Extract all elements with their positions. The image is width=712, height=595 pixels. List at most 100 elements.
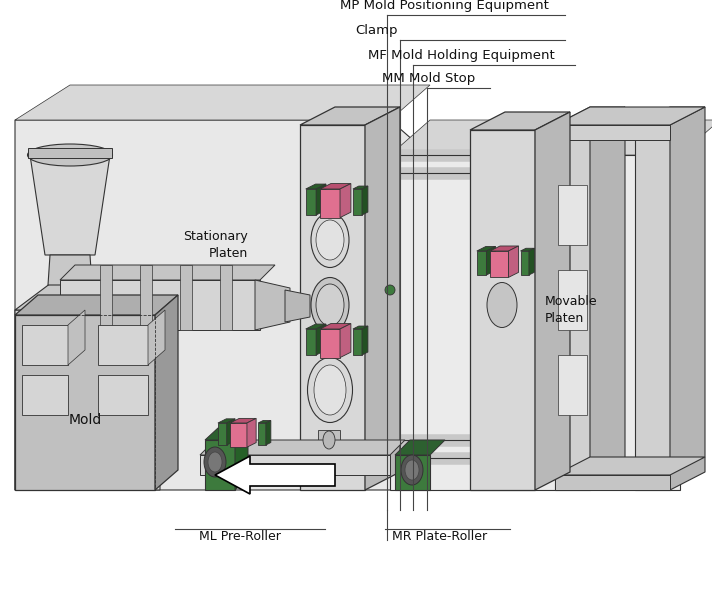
FancyArrow shape	[215, 456, 335, 494]
Polygon shape	[477, 246, 496, 251]
Polygon shape	[390, 120, 712, 155]
Polygon shape	[148, 310, 165, 365]
Polygon shape	[300, 125, 365, 490]
Polygon shape	[558, 355, 587, 415]
Polygon shape	[205, 428, 248, 440]
Polygon shape	[670, 107, 705, 490]
Text: Clamp: Clamp	[355, 24, 397, 37]
Polygon shape	[490, 246, 518, 251]
Polygon shape	[353, 189, 362, 215]
Text: ML Pre-Roller: ML Pre-Roller	[199, 530, 281, 543]
Polygon shape	[340, 324, 351, 358]
Polygon shape	[558, 270, 587, 330]
Polygon shape	[555, 125, 590, 490]
Polygon shape	[220, 265, 232, 330]
Polygon shape	[98, 325, 148, 365]
Ellipse shape	[316, 284, 344, 326]
Polygon shape	[395, 440, 445, 455]
Polygon shape	[140, 265, 152, 330]
Ellipse shape	[487, 283, 517, 327]
Text: Mold: Mold	[68, 413, 102, 427]
Polygon shape	[520, 251, 529, 275]
Polygon shape	[353, 186, 368, 189]
Polygon shape	[470, 130, 535, 490]
Polygon shape	[200, 440, 405, 455]
Polygon shape	[470, 112, 570, 130]
Polygon shape	[316, 324, 326, 355]
Polygon shape	[558, 185, 587, 245]
Polygon shape	[365, 107, 400, 490]
Polygon shape	[285, 290, 310, 322]
Polygon shape	[15, 295, 178, 315]
Polygon shape	[48, 255, 92, 285]
Polygon shape	[60, 280, 260, 330]
Text: MR Plate-Roller: MR Plate-Roller	[392, 530, 488, 543]
Polygon shape	[520, 248, 535, 251]
Polygon shape	[60, 315, 275, 330]
Polygon shape	[555, 125, 670, 140]
Polygon shape	[555, 457, 705, 475]
Polygon shape	[155, 295, 178, 490]
Polygon shape	[305, 189, 316, 215]
Polygon shape	[316, 184, 326, 215]
Polygon shape	[320, 324, 351, 329]
Text: MP Mold Positioning Equipment: MP Mold Positioning Equipment	[340, 0, 549, 12]
Polygon shape	[226, 419, 235, 445]
Polygon shape	[529, 248, 535, 275]
Polygon shape	[235, 428, 248, 490]
Polygon shape	[68, 310, 85, 365]
Polygon shape	[555, 475, 670, 490]
Polygon shape	[100, 265, 112, 330]
Polygon shape	[362, 326, 368, 355]
Polygon shape	[490, 251, 508, 277]
Ellipse shape	[308, 358, 352, 422]
Polygon shape	[22, 325, 68, 365]
Text: Movable
Platen: Movable Platen	[545, 295, 597, 325]
Ellipse shape	[208, 452, 222, 472]
Ellipse shape	[323, 431, 335, 449]
Polygon shape	[635, 107, 705, 125]
Polygon shape	[22, 375, 68, 415]
Polygon shape	[305, 324, 326, 329]
Polygon shape	[535, 112, 570, 490]
Polygon shape	[390, 155, 680, 490]
Polygon shape	[15, 85, 430, 120]
Ellipse shape	[204, 447, 226, 477]
Ellipse shape	[316, 220, 344, 260]
Ellipse shape	[314, 365, 346, 415]
Polygon shape	[247, 418, 256, 447]
Polygon shape	[28, 148, 112, 158]
Bar	[15, 315, 155, 490]
Polygon shape	[318, 430, 340, 450]
Polygon shape	[230, 423, 247, 447]
Polygon shape	[395, 455, 430, 490]
Polygon shape	[305, 329, 316, 355]
Polygon shape	[590, 107, 625, 490]
Ellipse shape	[385, 285, 395, 295]
Ellipse shape	[311, 212, 349, 268]
Polygon shape	[320, 329, 340, 358]
Polygon shape	[258, 421, 271, 423]
Polygon shape	[486, 246, 496, 275]
Polygon shape	[555, 107, 705, 125]
Polygon shape	[200, 455, 390, 475]
Polygon shape	[477, 251, 486, 275]
Polygon shape	[266, 421, 271, 445]
Polygon shape	[300, 107, 400, 125]
Polygon shape	[255, 280, 290, 330]
Polygon shape	[508, 246, 518, 277]
Polygon shape	[180, 265, 192, 330]
Polygon shape	[98, 375, 148, 415]
Polygon shape	[30, 155, 110, 255]
Text: MF Mold Holding Equipment: MF Mold Holding Equipment	[368, 49, 555, 62]
Polygon shape	[218, 419, 235, 423]
Polygon shape	[320, 189, 340, 218]
Polygon shape	[258, 423, 266, 445]
Polygon shape	[218, 423, 226, 445]
Polygon shape	[60, 265, 275, 280]
Polygon shape	[320, 184, 351, 189]
Polygon shape	[15, 280, 160, 310]
Ellipse shape	[405, 460, 419, 480]
Polygon shape	[15, 315, 155, 490]
Polygon shape	[15, 280, 160, 490]
